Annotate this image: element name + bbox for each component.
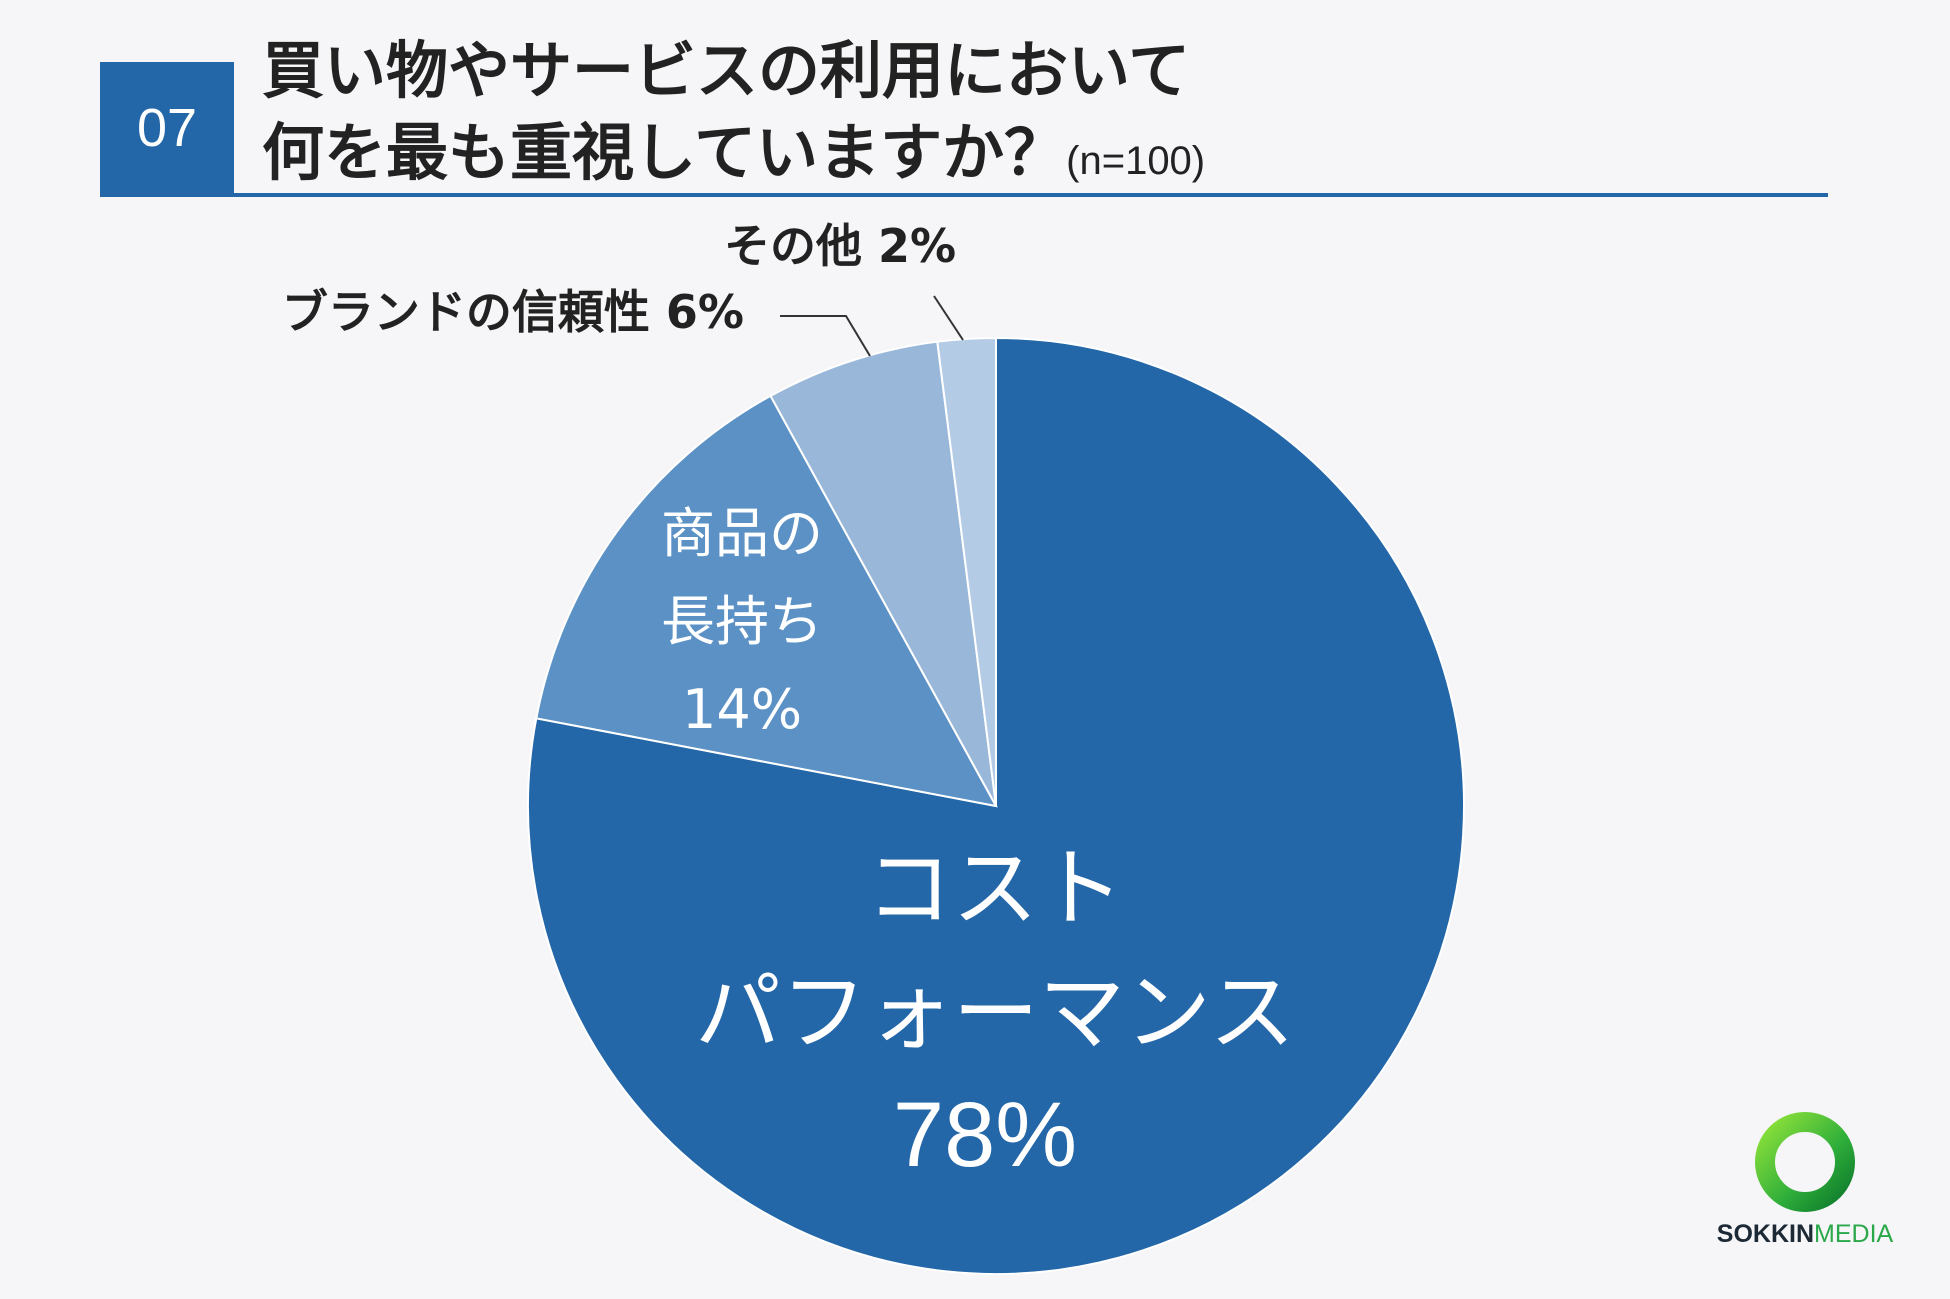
title-line-2-text: 何を最も重視していますか？ bbox=[262, 116, 1067, 189]
leader-line-other bbox=[933, 295, 964, 341]
logo-text-accent: MEDIA bbox=[1814, 1220, 1894, 1248]
slice-label-brand: ブランドの信頼性 6% bbox=[282, 285, 744, 339]
title-line-1: 買い物やサービスの利用において bbox=[262, 34, 1191, 107]
question-number-badge: 07 bbox=[100, 62, 234, 194]
sample-size: (n=100) bbox=[1066, 139, 1206, 183]
title-line-2: 何を最も重視していますか？(n=100) bbox=[262, 112, 1205, 202]
slice-label-cost-3: 78% bbox=[893, 1084, 1077, 1186]
question-number: 07 bbox=[136, 98, 198, 158]
pie-slice-brand-trust bbox=[769, 340, 997, 807]
slice-label-longevity-3: 14% bbox=[682, 678, 802, 741]
slice-label-cost-1: コスト bbox=[866, 839, 1124, 939]
title-divider bbox=[100, 193, 1828, 197]
logo-wordmark: SOKKINMEDIA bbox=[1700, 1220, 1910, 1249]
logo-text-main: SOKKIN bbox=[1716, 1220, 1815, 1248]
pie-slice-other bbox=[936, 336, 997, 807]
slice-label-longevity-1: 商品の bbox=[661, 502, 823, 565]
ring-logo-icon bbox=[1755, 1112, 1855, 1212]
pie-slice-longevity bbox=[535, 394, 998, 808]
page-title: 買い物やサービスの利用において 何を最も重視していますか？(n=100) bbox=[262, 30, 1205, 202]
leader-line-brand bbox=[780, 315, 871, 357]
slice-label-longevity-2: 長持ち bbox=[661, 590, 823, 653]
sokkin-media-logo: SOKKINMEDIA bbox=[1700, 1100, 1910, 1260]
slice-label-cost-2: パフォーマンス bbox=[695, 963, 1295, 1063]
slice-label-other: その他 2% bbox=[724, 219, 956, 273]
